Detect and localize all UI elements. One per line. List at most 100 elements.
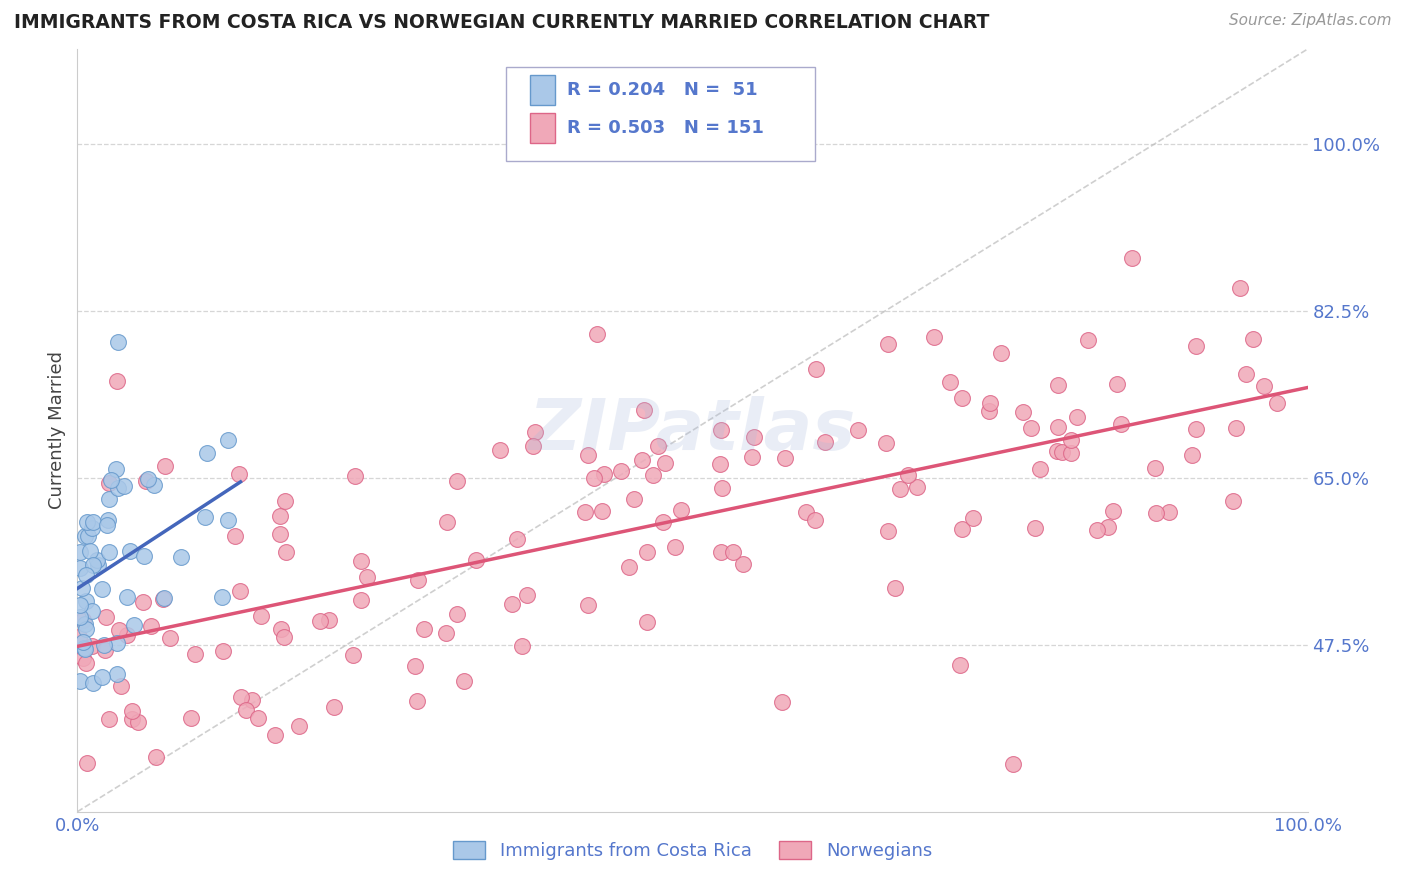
Point — [115, 591, 138, 605]
Point — [1019, 421, 1042, 435]
Point — [977, 404, 1000, 418]
Point — [342, 648, 364, 662]
Point — [97, 513, 120, 527]
Point — [127, 714, 149, 729]
Point — [274, 494, 297, 508]
Point — [82, 516, 104, 530]
Point — [501, 598, 523, 612]
Point — [651, 516, 673, 530]
Point — [1107, 376, 1129, 391]
Point — [939, 376, 962, 390]
Text: IMMIGRANTS FROM COSTA RICA VS NORWEGIAN CURRENTLY MARRIED CORRELATION CHART: IMMIGRANTS FROM COSTA RICA VS NORWEGIAN … — [14, 13, 990, 32]
Y-axis label: Currently Married: Currently Married — [48, 351, 66, 509]
Point — [82, 676, 104, 690]
Point — [1085, 523, 1108, 537]
Point — [1046, 420, 1069, 434]
Point — [1066, 410, 1088, 425]
Point — [231, 690, 253, 704]
Point — [907, 479, 929, 493]
Text: R = 0.503   N = 151: R = 0.503 N = 151 — [567, 120, 763, 137]
Point — [98, 492, 121, 507]
Point — [135, 475, 157, 489]
Point — [159, 631, 181, 645]
Point — [510, 639, 533, 653]
Point — [75, 594, 97, 608]
Point — [143, 478, 166, 492]
Point — [100, 473, 122, 487]
Point — [75, 622, 97, 636]
Point — [505, 532, 527, 546]
Point — [96, 517, 118, 532]
Point — [404, 659, 426, 673]
Point — [132, 549, 155, 564]
Point — [91, 670, 114, 684]
Point — [72, 634, 94, 648]
Point — [436, 516, 458, 530]
Point — [949, 658, 972, 673]
Point — [350, 593, 373, 607]
Point — [922, 330, 945, 344]
Point — [82, 604, 104, 618]
Point — [814, 435, 837, 450]
Point — [1024, 521, 1046, 535]
Point — [1181, 448, 1204, 462]
Point — [1225, 421, 1247, 435]
Point — [962, 511, 984, 525]
Point — [82, 558, 104, 573]
Point — [80, 640, 103, 654]
Point — [122, 617, 145, 632]
Point — [710, 423, 733, 437]
Point — [269, 509, 291, 524]
Point — [97, 545, 120, 559]
Point — [131, 595, 153, 609]
Point — [82, 520, 104, 534]
Point — [75, 568, 97, 582]
Point — [1050, 444, 1073, 458]
Point — [110, 679, 132, 693]
Point — [636, 615, 658, 629]
Point — [79, 544, 101, 558]
Point — [76, 529, 98, 543]
Point — [489, 442, 512, 457]
Point — [224, 529, 246, 543]
Text: R = 0.204   N =  51: R = 0.204 N = 51 — [567, 81, 758, 99]
Point — [288, 719, 311, 733]
Point — [741, 450, 763, 464]
Point — [72, 613, 94, 627]
Point — [274, 545, 297, 559]
Point — [406, 573, 429, 587]
Point — [211, 590, 233, 604]
Point — [75, 641, 97, 656]
Point — [1185, 422, 1208, 436]
Text: Source: ZipAtlas.com: Source: ZipAtlas.com — [1229, 13, 1392, 29]
Point — [76, 756, 98, 771]
Point — [105, 375, 128, 389]
Point — [76, 515, 98, 529]
Point — [105, 666, 128, 681]
Point — [884, 582, 907, 596]
Point — [592, 467, 614, 482]
Point — [990, 346, 1012, 360]
Point — [1046, 378, 1069, 392]
Point — [1157, 505, 1180, 519]
Point — [770, 695, 793, 709]
Point — [264, 729, 287, 743]
Point — [711, 481, 734, 495]
Point — [86, 553, 108, 567]
Point — [90, 582, 112, 597]
Point — [170, 549, 193, 564]
Point — [617, 560, 640, 574]
Point — [436, 626, 458, 640]
Point — [522, 439, 544, 453]
Point — [721, 545, 744, 559]
Point — [1229, 281, 1251, 295]
Point — [152, 591, 174, 606]
Text: ZIPatlas: ZIPatlas — [529, 396, 856, 465]
Point — [235, 703, 257, 717]
Legend: Immigrants from Costa Rica, Norwegians: Immigrants from Costa Rica, Norwegians — [446, 834, 939, 868]
Point — [1101, 504, 1123, 518]
Point — [344, 469, 367, 483]
Point — [270, 622, 292, 636]
Point — [153, 459, 176, 474]
Point — [633, 403, 655, 417]
